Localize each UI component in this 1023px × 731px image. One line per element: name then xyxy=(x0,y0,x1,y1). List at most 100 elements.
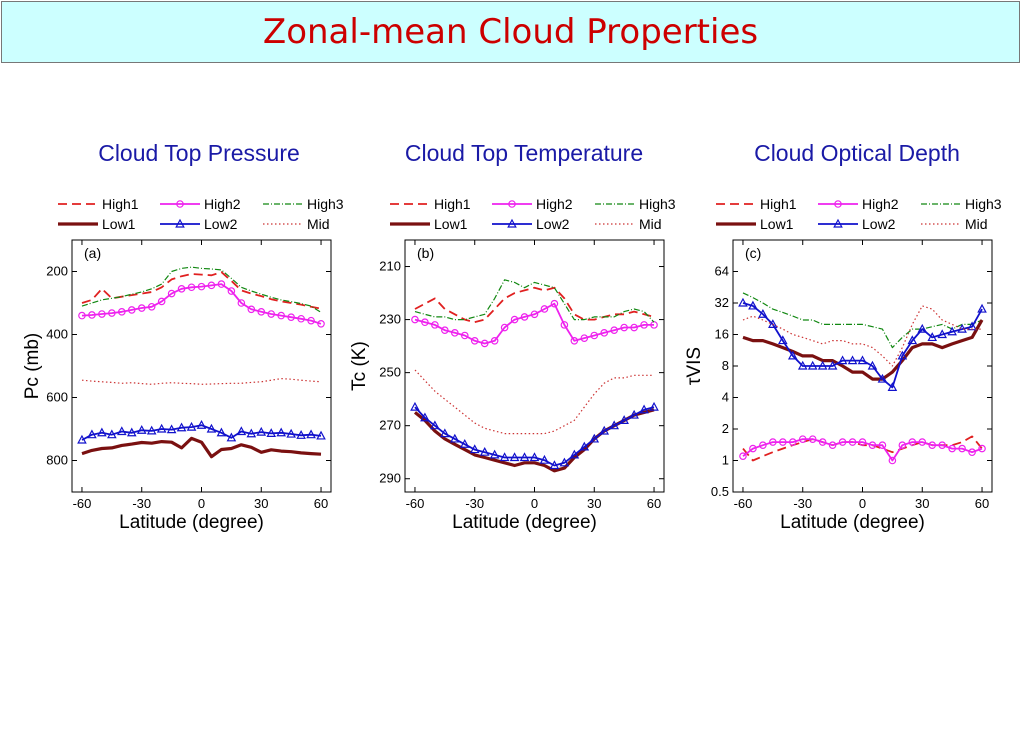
data-point-low2 xyxy=(529,452,540,462)
legend-label: High3 xyxy=(639,196,676,212)
panel-label: (b) xyxy=(417,245,434,261)
data-point-high2 xyxy=(968,448,976,457)
legend-label: Low2 xyxy=(536,216,570,232)
data-point-high2 xyxy=(167,289,176,298)
data-point-low2 xyxy=(937,329,948,339)
data-point-low2 xyxy=(777,335,788,345)
series-line-high1 xyxy=(81,271,322,310)
series-line-low2 xyxy=(414,406,655,467)
x-tick-label: 60 xyxy=(314,496,328,511)
data-point-high2 xyxy=(237,299,246,307)
data-point-low2 xyxy=(87,429,97,439)
data-point-low2 xyxy=(847,355,858,365)
x-axis-label: Latitude (degree) xyxy=(119,512,264,533)
x-tick-label: 0 xyxy=(198,496,205,511)
data-point-high2 xyxy=(610,326,618,334)
data-point-high2 xyxy=(287,313,295,321)
legend-label: Low2 xyxy=(204,216,238,232)
data-point-high2 xyxy=(197,282,206,291)
title-bar: Zonal-mean Cloud Properties xyxy=(1,1,1020,63)
panel-title: Cloud Optical Depth xyxy=(754,140,960,166)
data-point-high2 xyxy=(78,311,86,320)
data-point-high2 xyxy=(460,331,469,340)
legend-label: Low2 xyxy=(862,216,896,232)
data-point-high2 xyxy=(187,283,196,292)
series-line-high1 xyxy=(742,435,983,462)
data-point-high2 xyxy=(297,314,305,323)
data-point-low2 xyxy=(430,420,440,430)
data-point-high2 xyxy=(838,438,847,446)
data-point-low2 xyxy=(807,360,818,370)
data-point-high2 xyxy=(858,438,867,446)
data-point-high2 xyxy=(600,329,609,337)
data-point-high2 xyxy=(868,441,877,450)
data-point-high2 xyxy=(769,438,777,446)
data-point-low2 xyxy=(126,427,137,437)
data-point-low2 xyxy=(216,427,227,437)
data-point-high2 xyxy=(411,315,419,324)
data-point-high2 xyxy=(470,336,479,345)
series-group xyxy=(410,279,659,473)
legend-marker xyxy=(508,200,516,208)
data-point-high2 xyxy=(88,311,96,319)
data-point-high2 xyxy=(759,441,767,450)
legend-label: High1 xyxy=(102,196,139,212)
legend: High1 High2 High3 Low1 Low2 Mid xyxy=(716,196,1002,232)
data-point-high2 xyxy=(788,438,797,446)
data-point-high2 xyxy=(620,323,628,332)
data-point-high2 xyxy=(317,319,325,328)
data-point-high2 xyxy=(550,299,559,308)
legend-marker xyxy=(176,200,184,208)
series-line-high3 xyxy=(414,279,655,323)
y-axis-label: Tc (K) xyxy=(349,341,370,391)
data-point-low2 xyxy=(559,457,570,467)
data-point-low2 xyxy=(797,360,808,370)
series-line-mid xyxy=(81,378,322,385)
legend-marker xyxy=(175,218,185,228)
legend-label: Mid xyxy=(307,216,330,232)
data-point-high2 xyxy=(898,441,907,450)
data-point-high2 xyxy=(451,329,459,337)
data-point-high2 xyxy=(590,331,599,340)
data-point-high2 xyxy=(267,310,276,318)
series-group xyxy=(77,266,326,459)
legend: High1 High2 High3 Low1 Low2 Mid xyxy=(58,196,344,232)
data-point-high2 xyxy=(118,308,126,316)
data-point-low2 xyxy=(286,428,296,438)
x-tick-label: 0 xyxy=(531,496,538,511)
y-tick-label: 800 xyxy=(46,453,68,468)
data-point-high2 xyxy=(217,280,226,288)
data-point-high2 xyxy=(137,304,146,312)
y-tick-label: 270 xyxy=(379,418,401,433)
data-point-low2 xyxy=(857,355,868,365)
data-point-high2 xyxy=(480,339,489,348)
data-point-high2 xyxy=(938,441,946,450)
series-line-high2 xyxy=(414,302,654,345)
series-line-high1 xyxy=(414,286,655,324)
y-tick-label: 600 xyxy=(46,390,68,405)
data-point-high2 xyxy=(441,326,449,334)
data-point-low2 xyxy=(246,428,257,438)
data-point-high2 xyxy=(98,310,106,318)
data-point-high2 xyxy=(108,309,116,317)
chart-panel-2: Cloud Top Temperature High1 High2 High3 Low1… xyxy=(349,140,676,533)
x-tick-label: 0 xyxy=(859,496,866,511)
legend-label: Mid xyxy=(639,216,662,232)
data-point-high2 xyxy=(431,321,439,329)
data-point-low2 xyxy=(136,425,147,434)
panel-title: Cloud Top Pressure xyxy=(98,140,300,166)
data-point-high2 xyxy=(157,297,166,306)
data-point-low2 xyxy=(787,350,798,360)
data-point-low2 xyxy=(738,297,748,307)
data-point-low2 xyxy=(758,308,768,318)
data-point-low2 xyxy=(589,433,600,443)
y-axis-label: τVIS xyxy=(684,347,705,385)
data-point-low2 xyxy=(156,423,167,433)
data-point-low2 xyxy=(489,449,500,459)
legend-label: Low1 xyxy=(434,216,468,232)
y-tick-label: 16 xyxy=(715,327,729,342)
data-point-high2 xyxy=(490,336,499,345)
panel-label: (a) xyxy=(84,245,101,261)
x-tick-label: 30 xyxy=(254,496,268,511)
data-point-high2 xyxy=(958,444,966,453)
